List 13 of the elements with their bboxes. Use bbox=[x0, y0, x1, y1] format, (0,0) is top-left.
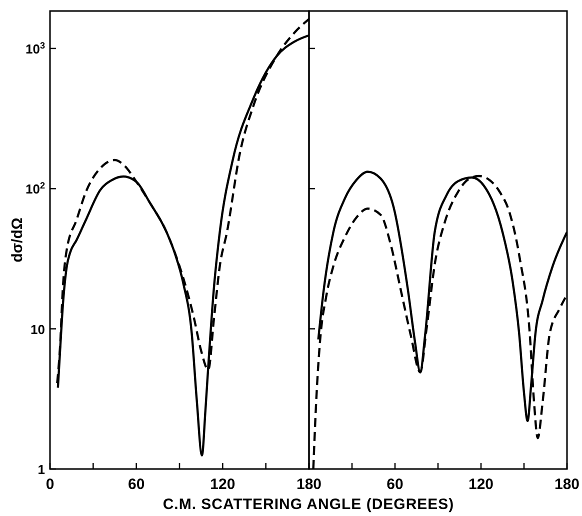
x-tick-label: 120 bbox=[468, 476, 494, 493]
x-tick-label: 60 bbox=[128, 476, 145, 493]
x-tick-label: 120 bbox=[210, 476, 236, 493]
x-tick-label: 0 bbox=[46, 476, 54, 493]
y-axis-title: dσ/dΩ bbox=[9, 218, 26, 262]
x-tick-label: 180 bbox=[296, 476, 322, 493]
y-tick-label: 10 bbox=[30, 322, 45, 337]
x-tick-label: 180 bbox=[554, 476, 580, 493]
y-tick-label: 1 bbox=[38, 462, 45, 477]
x-axis-title: C.M. SCATTERING ANGLE (DEGREES) bbox=[162, 496, 454, 513]
y-tick-label: 10$^{3}$ bbox=[25, 40, 45, 56]
x-tick-label: 60 bbox=[386, 476, 404, 493]
y-tick-label: 10$^{2}$ bbox=[25, 180, 45, 197]
